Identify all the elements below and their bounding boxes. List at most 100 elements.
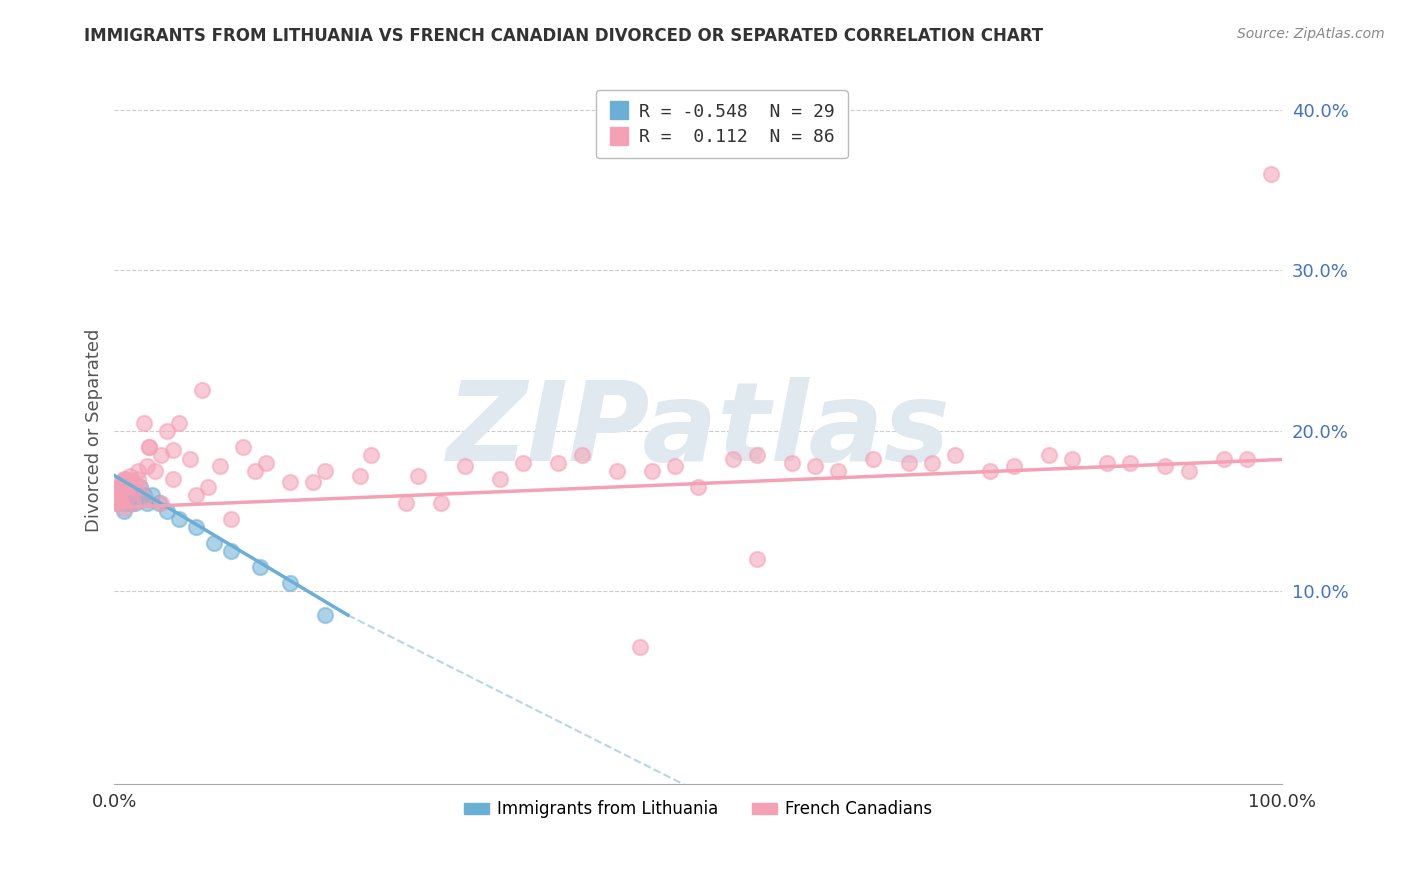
Point [547, 456, 569, 470]
Point [104, 488, 127, 502]
Point [360, 448, 382, 462]
Point [249, 560, 271, 574]
Point [122, 496, 145, 510]
Point [162, 442, 184, 457]
Point [112, 500, 135, 515]
Point [745, 552, 768, 566]
Point [167, 416, 190, 430]
Point [186, 520, 208, 534]
Point [430, 496, 453, 510]
Point [406, 468, 429, 483]
Point [179, 452, 201, 467]
Point [110, 496, 132, 510]
Point [118, 480, 141, 494]
Point [191, 384, 214, 398]
Point [127, 464, 149, 478]
Point [110, 496, 132, 510]
Point [1260, 167, 1282, 181]
Point [219, 512, 242, 526]
Point [118, 468, 141, 483]
Point [121, 475, 143, 489]
Point [136, 458, 159, 473]
Point [121, 496, 143, 510]
Point [1002, 458, 1025, 473]
Point [112, 472, 135, 486]
Point [219, 544, 242, 558]
Point [723, 452, 745, 467]
Point [156, 504, 179, 518]
Point [1212, 452, 1234, 467]
Point [664, 458, 686, 473]
Point [745, 448, 768, 462]
Point [488, 472, 510, 486]
Point [141, 488, 163, 502]
Point [117, 488, 139, 502]
Point [129, 480, 152, 494]
Point [108, 491, 131, 505]
Point [186, 488, 208, 502]
Point [117, 480, 139, 494]
Point [110, 488, 132, 502]
Point [107, 484, 129, 499]
Point [138, 440, 160, 454]
Point [148, 496, 170, 510]
Point [110, 480, 132, 494]
Point [897, 456, 920, 470]
Point [208, 458, 231, 473]
Point [454, 458, 477, 473]
Point [107, 484, 129, 499]
Point [1154, 458, 1177, 473]
Point [1038, 448, 1060, 462]
Point [804, 458, 827, 473]
Point [122, 488, 145, 502]
Point [1178, 464, 1201, 478]
Point [314, 464, 336, 478]
Point [395, 496, 418, 510]
Point [197, 480, 219, 494]
Point [156, 424, 179, 438]
Point [1236, 452, 1258, 467]
Point [115, 480, 138, 494]
Point [108, 480, 131, 494]
Point [112, 504, 135, 518]
Point [314, 608, 336, 623]
Point [943, 448, 966, 462]
Point [136, 496, 159, 510]
Point [232, 440, 254, 454]
Point [114, 491, 136, 505]
Point [127, 488, 149, 502]
Point [105, 496, 128, 510]
Point [780, 456, 803, 470]
Point [110, 475, 132, 489]
Point [115, 484, 138, 499]
Point [162, 472, 184, 486]
Point [827, 464, 849, 478]
Point [129, 480, 152, 494]
Point [117, 491, 139, 505]
Point [862, 452, 884, 467]
Point [110, 491, 132, 505]
Point [105, 496, 128, 510]
Point [132, 488, 155, 502]
Point [132, 416, 155, 430]
Point [979, 464, 1001, 478]
Point [111, 480, 134, 494]
Point [114, 472, 136, 486]
Point [302, 475, 325, 489]
Point [628, 640, 651, 655]
Legend: Immigrants from Lithuania, French Canadians: Immigrants from Lithuania, French Canadi… [457, 794, 939, 825]
Point [167, 512, 190, 526]
Point [278, 475, 301, 489]
Point [1095, 456, 1118, 470]
Point [150, 448, 173, 462]
Point [254, 456, 277, 470]
Point [111, 475, 134, 489]
Point [606, 464, 628, 478]
Point [571, 448, 593, 462]
Point [243, 464, 266, 478]
Point [143, 464, 166, 478]
Point [640, 464, 662, 478]
Point [688, 480, 710, 494]
Text: IMMIGRANTS FROM LITHUANIA VS FRENCH CANADIAN DIVORCED OR SEPARATED CORRELATION C: IMMIGRANTS FROM LITHUANIA VS FRENCH CANA… [84, 27, 1043, 45]
Point [124, 480, 146, 494]
